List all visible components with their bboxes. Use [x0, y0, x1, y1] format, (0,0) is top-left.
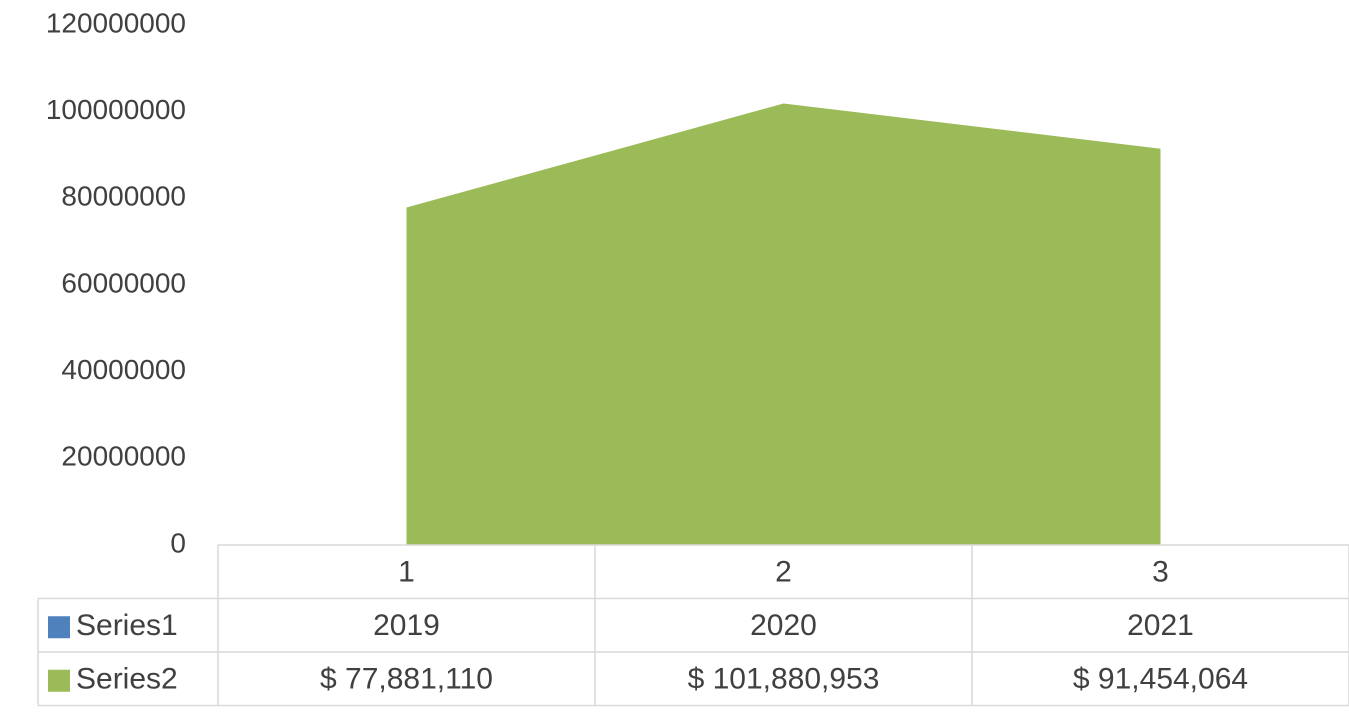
- table-cell: 2019: [373, 609, 440, 642]
- area: [406, 103, 1161, 545]
- y-tick-label: 100000000: [46, 94, 186, 125]
- y-tick-label: 80000000: [61, 181, 186, 212]
- x-tick-label: 3: [1152, 556, 1169, 589]
- table-cell: $ 101,880,953: [688, 663, 880, 696]
- table-cell: 2021: [1127, 609, 1194, 642]
- table-cell: $ 77,881,110: [320, 663, 493, 696]
- table-cell: $ 91,454,064: [1073, 663, 1248, 696]
- table-cell: 2020: [750, 609, 817, 642]
- y-tick-label: 60000000: [61, 267, 186, 298]
- x-tick-label: 2: [775, 556, 792, 589]
- legend-label: Series1: [76, 609, 178, 642]
- y-tick-label: 20000000: [61, 441, 186, 472]
- legend-swatch: [48, 669, 70, 692]
- x-tick-label: 1: [398, 556, 415, 589]
- legend-label: Series2: [76, 663, 178, 696]
- y-tick-label: 0: [170, 527, 186, 558]
- legend-swatch: [48, 616, 70, 639]
- y-tick-label: 40000000: [61, 354, 186, 385]
- y-tick-label: 120000000: [46, 7, 186, 38]
